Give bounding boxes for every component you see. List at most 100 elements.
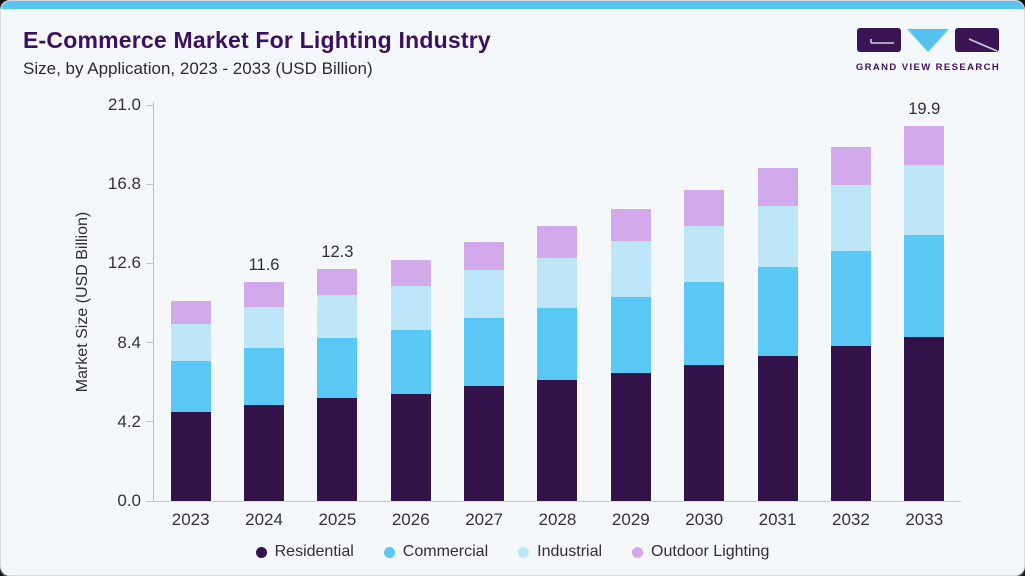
bar-segment-commercial[interactable] bbox=[464, 318, 505, 386]
bar-group-2027: 2027 bbox=[464, 105, 505, 529]
logo-text: GRAND VIEW RESEARCH bbox=[855, 62, 1001, 73]
legend-dot-icon bbox=[632, 546, 644, 558]
y-tick-mark bbox=[146, 183, 153, 185]
bar-stack bbox=[610, 208, 651, 501]
bar-segment-residential[interactable] bbox=[684, 365, 725, 501]
bar-segment-residential[interactable] bbox=[390, 393, 431, 501]
bar-segment-residential[interactable] bbox=[830, 346, 871, 501]
x-tick-label: 2026 bbox=[391, 510, 430, 529]
bar-segment-residential[interactable] bbox=[757, 355, 798, 501]
bar-segment-outdoor-lighting[interactable] bbox=[537, 225, 578, 258]
bar-stack bbox=[537, 225, 578, 501]
bar-segment-commercial[interactable] bbox=[317, 337, 358, 399]
x-tick-label: 2027 bbox=[465, 510, 504, 529]
bar-segment-industrial[interactable] bbox=[757, 205, 798, 268]
x-tick-label: 2029 bbox=[611, 510, 650, 529]
x-tick-label: 2031 bbox=[758, 510, 797, 529]
legend-dot-icon bbox=[518, 546, 530, 558]
y-tick-label: 8.4 bbox=[117, 332, 141, 352]
y-tick-label: 0.0 bbox=[117, 491, 141, 510]
bar-segment-commercial[interactable] bbox=[537, 307, 578, 381]
legend-item-commercial[interactable]: Commercial bbox=[383, 543, 488, 561]
bar-segment-residential[interactable] bbox=[170, 412, 211, 501]
legend-item-residential[interactable]: Residential bbox=[255, 543, 354, 561]
bar-segment-commercial[interactable] bbox=[904, 235, 945, 337]
bar-group-2030: 2030 bbox=[684, 105, 725, 529]
bar-segment-industrial[interactable] bbox=[537, 257, 578, 308]
bar-segment-outdoor-lighting[interactable] bbox=[244, 282, 285, 307]
bar-group-2026: 2026 bbox=[390, 105, 431, 529]
bar-segment-industrial[interactable] bbox=[830, 185, 871, 252]
page-subtitle: Size, by Application, 2023 - 2033 (USD B… bbox=[23, 59, 373, 78]
bar-segment-commercial[interactable] bbox=[244, 348, 285, 405]
bar-segment-outdoor-lighting[interactable] bbox=[684, 189, 725, 226]
legend-dot-icon bbox=[255, 546, 267, 558]
bar-segment-residential[interactable] bbox=[537, 380, 578, 501]
bar-segment-residential[interactable] bbox=[610, 372, 651, 501]
bar-segment-industrial[interactable] bbox=[464, 270, 505, 319]
y-tick-mark bbox=[146, 500, 153, 502]
bar-segment-commercial[interactable] bbox=[830, 251, 871, 347]
x-tick-label: 2023 bbox=[171, 510, 210, 529]
y-tick-mark bbox=[146, 421, 153, 423]
bar-stack bbox=[170, 301, 211, 501]
legend-label: Residential bbox=[274, 543, 354, 560]
bar-segment-residential[interactable] bbox=[244, 404, 285, 501]
y-tick-mark bbox=[146, 262, 153, 264]
bar-group-2031: 2031 bbox=[757, 105, 798, 529]
bar-stack bbox=[830, 146, 871, 501]
x-tick-label: 2030 bbox=[685, 510, 724, 529]
bar-group-2033: 19.9 2033 bbox=[904, 100, 945, 529]
bar-segment-outdoor-lighting[interactable] bbox=[464, 241, 505, 271]
bar-value-label: 19.9 bbox=[908, 99, 941, 118]
x-tick-label: 2032 bbox=[831, 510, 870, 529]
bar-stack bbox=[244, 282, 285, 501]
x-axis-line bbox=[153, 501, 961, 502]
bar-segment-residential[interactable] bbox=[464, 385, 505, 501]
bar-group-2028: 2028 bbox=[537, 105, 578, 529]
bar-segment-outdoor-lighting[interactable] bbox=[904, 125, 945, 166]
page-title: E-Commerce Market For Lighting Industry bbox=[23, 27, 491, 53]
bar-segment-industrial[interactable] bbox=[244, 306, 285, 349]
bar-segment-outdoor-lighting[interactable] bbox=[830, 146, 871, 186]
bar-group-2024: 11.6 2024 bbox=[244, 105, 285, 529]
bar-segment-industrial[interactable] bbox=[610, 240, 651, 298]
bar-segment-industrial[interactable] bbox=[684, 225, 725, 283]
bar-segment-commercial[interactable] bbox=[610, 297, 651, 373]
bar-segment-industrial[interactable] bbox=[317, 295, 358, 338]
legend-item-outdoor-lighting[interactable]: Outdoor Lighting bbox=[632, 543, 769, 561]
y-tick-mark bbox=[146, 104, 153, 106]
bar-segment-commercial[interactable] bbox=[170, 360, 211, 413]
bar-stack bbox=[390, 259, 431, 501]
x-tick-label: 2033 bbox=[905, 510, 944, 529]
bar-segment-outdoor-lighting[interactable] bbox=[757, 168, 798, 206]
bar-segment-residential[interactable] bbox=[317, 398, 358, 501]
bar-segment-outdoor-lighting[interactable] bbox=[317, 269, 358, 296]
y-axis-title: Market Size (USD Billion) bbox=[74, 211, 91, 393]
bar-segment-outdoor-lighting[interactable] bbox=[170, 301, 211, 324]
bar-segment-commercial[interactable] bbox=[757, 267, 798, 356]
bar-segment-outdoor-lighting[interactable] bbox=[610, 208, 651, 241]
bar-group-2025: 12.3 2025 bbox=[317, 105, 358, 529]
bar-segment-industrial[interactable] bbox=[390, 286, 431, 331]
legend-item-industrial[interactable]: Industrial bbox=[518, 543, 602, 561]
y-tick-label: 16.8 bbox=[107, 174, 141, 194]
bar-segment-commercial[interactable] bbox=[390, 330, 431, 394]
bar-stack bbox=[757, 168, 798, 501]
legend-label: Outdoor Lighting bbox=[651, 543, 770, 560]
bar-stack bbox=[317, 269, 358, 501]
bar-segment-industrial[interactable] bbox=[170, 323, 211, 361]
x-tick-label: 2024 bbox=[245, 510, 283, 529]
bar-segment-outdoor-lighting[interactable] bbox=[390, 259, 431, 287]
bar-group-2032: 2032 bbox=[830, 105, 871, 529]
bar-segment-industrial[interactable] bbox=[904, 165, 945, 236]
y-axis-line bbox=[153, 102, 154, 501]
bar-segment-commercial[interactable] bbox=[684, 282, 725, 366]
bar-stack bbox=[904, 125, 945, 501]
bar-segment-residential[interactable] bbox=[904, 336, 945, 501]
y-tick-label: 4.2 bbox=[117, 411, 141, 431]
legend-dot-icon bbox=[383, 546, 395, 558]
bar-stack bbox=[684, 189, 725, 501]
y-tick-mark bbox=[146, 342, 153, 344]
